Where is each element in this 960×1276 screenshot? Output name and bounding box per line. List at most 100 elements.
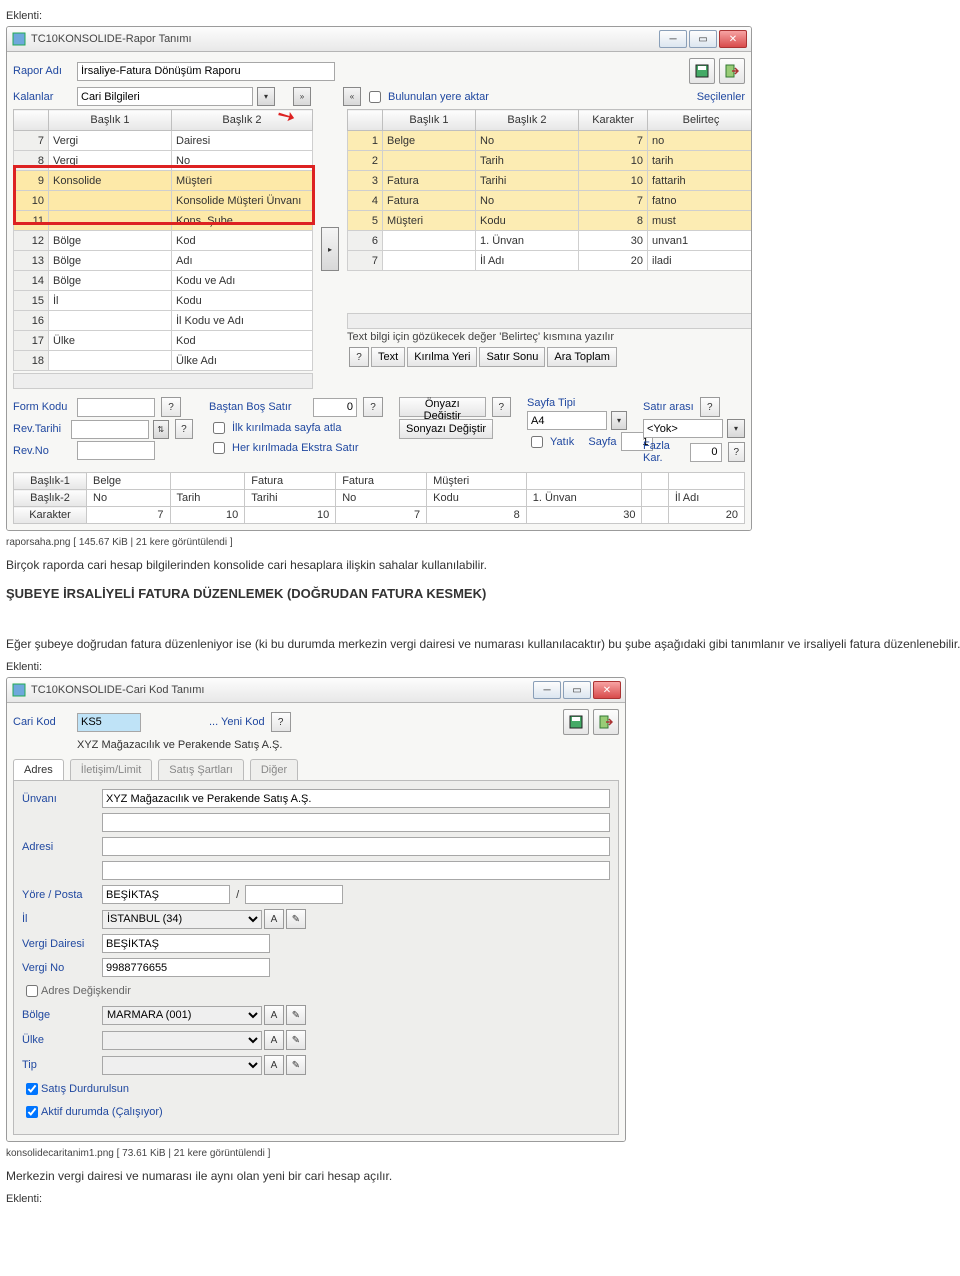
il-zoom-icon[interactable]: ✎	[286, 909, 306, 929]
kalanlar-row[interactable]: 7VergiDairesi	[14, 131, 313, 151]
unvan-input[interactable]	[102, 789, 610, 808]
bolge-zoom-icon[interactable]: ✎	[286, 1005, 306, 1025]
tab-iletisim[interactable]: İletişim/Limit	[70, 759, 153, 780]
help-button[interactable]: ?	[349, 347, 369, 367]
ara-toplam-button[interactable]: Ara Toplam	[547, 347, 616, 367]
sonyazi-button[interactable]: Sonyazı Değiştir	[399, 419, 493, 439]
satir-sonu-button[interactable]: Satır Sonu	[479, 347, 545, 367]
bolge-select[interactable]: MARMARA (001)	[102, 1006, 262, 1025]
aktif-durumda-checkbox[interactable]	[26, 1106, 38, 1118]
ulke-zoom-icon[interactable]: ✎	[286, 1030, 306, 1050]
kalanlar-dropdown[interactable]: ▾	[257, 87, 275, 106]
kirilma-button[interactable]: Kırılma Yeri	[407, 347, 477, 367]
onyazi-button[interactable]: Önyazı Değiştir	[399, 397, 486, 417]
secilenler-row[interactable]: 7İl Adı20iladi	[348, 251, 753, 271]
save-button[interactable]	[689, 58, 715, 84]
her-kirilma-checkbox[interactable]	[213, 442, 225, 454]
kalanlar-row[interactable]: 8VergiNo	[14, 151, 313, 171]
move-left-all-button[interactable]: «	[343, 87, 361, 106]
ulke-select[interactable]	[102, 1031, 262, 1050]
tab-adres[interactable]: Adres	[13, 759, 64, 780]
kalanlar-row[interactable]: 10Konsolide Müşteri Ünvanı	[14, 191, 313, 211]
form-kodu-input[interactable]	[77, 398, 155, 417]
save-button-2[interactable]	[563, 709, 589, 735]
fazla-kar-help[interactable]: ?	[728, 442, 745, 462]
kalanlar-row[interactable]: 14BölgeKodu ve Adı	[14, 271, 313, 291]
rev-tarihi-input[interactable]	[71, 420, 149, 439]
vn-input[interactable]	[102, 958, 270, 977]
titlebar[interactable]: TC10KONSOLIDE-Rapor Tanımı ─ ▭ ✕	[7, 27, 751, 52]
minimize-button-2[interactable]: ─	[533, 681, 561, 699]
kalanlar-row[interactable]: 16İl Kodu ve Adı	[14, 311, 313, 331]
unvan-input-2[interactable]	[102, 813, 610, 832]
secilenler-row[interactable]: 5MüşteriKodu8must	[348, 211, 753, 231]
onyazi-help[interactable]: ?	[492, 397, 511, 417]
kalanlar-row[interactable]: 13BölgeAdı	[14, 251, 313, 271]
close-button-2[interactable]: ✕	[593, 681, 621, 699]
il-find-icon[interactable]: A	[264, 909, 284, 929]
ilk-kirilma-checkbox[interactable]	[213, 422, 225, 434]
adresi-input-2[interactable]	[102, 861, 610, 880]
form-kodu-help[interactable]: ?	[161, 397, 181, 417]
ulke-find-icon[interactable]: A	[264, 1030, 284, 1050]
kalanlar-row[interactable]: 18Ülke Adı	[14, 351, 313, 371]
sayfa-tipi-select[interactable]	[527, 411, 607, 430]
satir-arasi-select[interactable]	[643, 419, 723, 438]
rapor-adi-input[interactable]	[77, 62, 335, 81]
cari-kod-input[interactable]	[77, 713, 141, 732]
kalanlar-row[interactable]: 11Kons. Şube	[14, 211, 313, 231]
tab-diger[interactable]: Diğer	[250, 759, 298, 780]
tip-find-icon[interactable]: A	[264, 1055, 284, 1075]
kalanlar-select[interactable]	[77, 87, 253, 106]
exit-button[interactable]	[719, 58, 745, 84]
fazla-kar-input[interactable]	[690, 443, 722, 462]
yatik-checkbox[interactable]	[531, 436, 543, 448]
tab-satis[interactable]: Satış Şartları	[158, 759, 244, 780]
move-right-button[interactable]: ▸	[321, 227, 339, 271]
kalanlar-row[interactable]: 9KonsolideMüşteri	[14, 171, 313, 191]
bastan-bos-help[interactable]: ?	[363, 397, 383, 417]
right-hscroll[interactable]	[347, 313, 752, 329]
kalanlar-table[interactable]: Başlık 1Başlık 2 7VergiDairesi8VergiNo9K…	[13, 109, 313, 371]
maximize-button-2[interactable]: ▭	[563, 681, 591, 699]
adresi-input-1[interactable]	[102, 837, 610, 856]
bolge-label: Bölge	[22, 1009, 102, 1021]
kalanlar-row[interactable]: 15İlKodu	[14, 291, 313, 311]
kalanlar-row[interactable]: 12BölgeKod	[14, 231, 313, 251]
secilenler-table[interactable]: Başlık 1Başlık 2KarakterBelirteç 1BelgeN…	[347, 109, 752, 271]
exit-button-2[interactable]	[593, 709, 619, 735]
bulunulan-checkbox[interactable]	[369, 91, 381, 103]
adres-degiskendir-checkbox[interactable]	[26, 985, 38, 997]
close-button[interactable]: ✕	[719, 30, 747, 48]
titlebar-2[interactable]: TC10KONSOLIDE-Cari Kod Tanımı ─ ▭ ✕	[7, 678, 625, 703]
bolge-find-icon[interactable]: A	[264, 1005, 284, 1025]
satis-durdurulsun-checkbox[interactable]	[26, 1083, 38, 1095]
satir-arasi-help[interactable]: ?	[700, 397, 720, 417]
yeni-kod-link[interactable]: ... Yeni Kod	[209, 716, 265, 728]
move-right-all-button[interactable]: »	[293, 87, 311, 106]
posta-input[interactable]	[245, 885, 343, 904]
secilenler-row[interactable]: 61. Ünvan30unvan1	[348, 231, 753, 251]
col-baslik1: Başlık 1	[49, 110, 172, 131]
tip-select[interactable]	[102, 1056, 262, 1075]
yeni-kod-help[interactable]: ?	[271, 712, 291, 732]
vd-input[interactable]	[102, 934, 270, 953]
rev-tarihi-spinner[interactable]: ⇅	[153, 420, 169, 439]
yore-input[interactable]	[102, 885, 230, 904]
sayfa-tipi-dd[interactable]: ▾	[611, 411, 627, 430]
bastan-bos-input[interactable]	[313, 398, 357, 417]
rev-no-input[interactable]	[77, 441, 155, 460]
rev-tarihi-help[interactable]: ?	[175, 419, 193, 439]
il-select[interactable]: İSTANBUL (34)	[102, 910, 262, 929]
secilenler-row[interactable]: 1BelgeNo7no	[348, 131, 753, 151]
minimize-button[interactable]: ─	[659, 30, 687, 48]
left-hscroll[interactable]	[13, 373, 313, 389]
kalanlar-row[interactable]: 17ÜlkeKod	[14, 331, 313, 351]
tip-zoom-icon[interactable]: ✎	[286, 1055, 306, 1075]
secilenler-row[interactable]: 3FaturaTarihi10fattarih	[348, 171, 753, 191]
secilenler-row[interactable]: 2Tarih10tarih	[348, 151, 753, 171]
secilenler-row[interactable]: 4FaturaNo7fatno	[348, 191, 753, 211]
maximize-button[interactable]: ▭	[689, 30, 717, 48]
text-button[interactable]: Text	[371, 347, 405, 367]
satir-arasi-dd[interactable]: ▾	[727, 419, 745, 438]
